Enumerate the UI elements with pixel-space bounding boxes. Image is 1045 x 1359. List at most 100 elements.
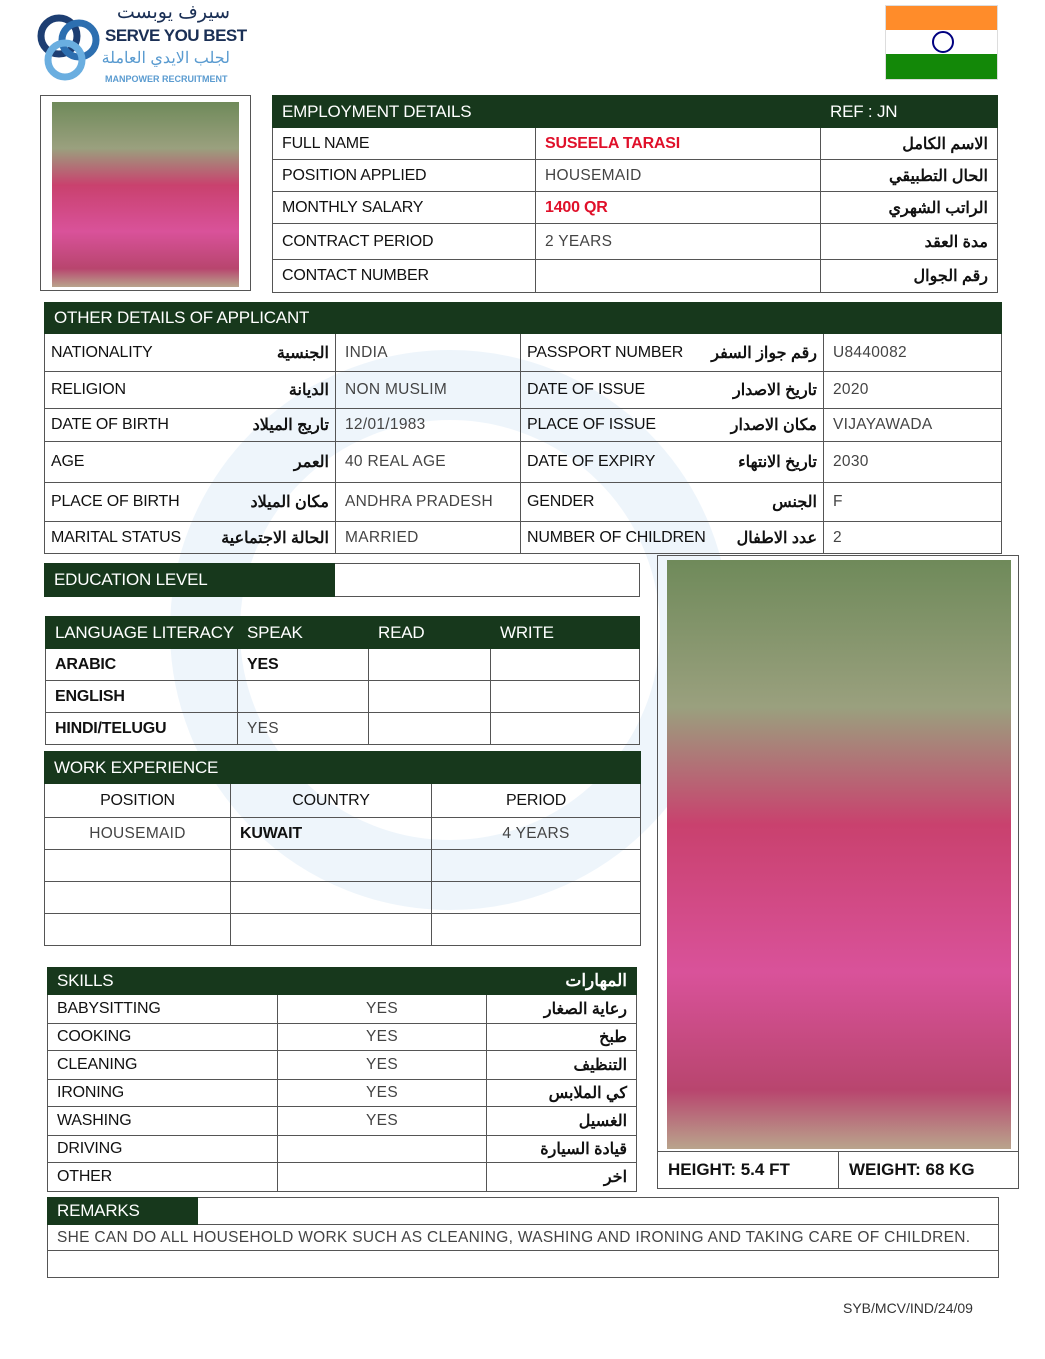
language-name: ARABIC xyxy=(45,648,238,681)
field-label-cell: PLACE OF ISSUE مكان الاصدار xyxy=(520,408,824,442)
field-value: ANDHRA PRADESH xyxy=(335,482,521,522)
language-skill-value xyxy=(490,680,640,713)
work-cell: 4 YEARS xyxy=(431,817,642,850)
field-label-arabic: الجنس xyxy=(772,494,817,511)
language-column-header: WRITE xyxy=(490,616,640,649)
header-blank xyxy=(520,302,1002,334)
field-label-arabic: مكان الاصدار xyxy=(730,417,818,434)
field-label-cell: DATE OF BIRTH تاريج الميلاد xyxy=(44,408,336,442)
logo-knot-icon xyxy=(37,14,100,81)
logo-tagline: MANPOWER RECRUITMENT xyxy=(105,74,228,84)
work-cell xyxy=(431,913,642,946)
language-skill-value xyxy=(368,680,491,713)
language-skill-value: YES xyxy=(237,712,369,745)
work-cell: HOUSEMAID xyxy=(44,817,231,850)
work-column-header: POSITION xyxy=(44,783,231,818)
field-value: HOUSEMAID xyxy=(535,159,821,192)
field-value: 12/01/1983 xyxy=(335,408,521,442)
skill-row: BABYSITTING YES رعاية الصغار xyxy=(47,994,638,1024)
skill-name: WASHING xyxy=(47,1106,278,1136)
skill-name-arabic: رعاية الصغار xyxy=(486,994,638,1024)
remarks-title: REMARKS xyxy=(47,1197,198,1225)
field-label: NUMBER OF CHILDREN xyxy=(527,528,706,546)
field-label: MONTHLY SALARY xyxy=(272,191,536,224)
field-label: GENDER xyxy=(527,493,595,510)
skill-row: COOKING YES طبخ xyxy=(47,1023,638,1051)
work-cell xyxy=(431,881,642,914)
language-name: HINDI/TELUGU xyxy=(45,712,238,745)
field-value: 1400 QR xyxy=(535,191,821,224)
field-label-arabic: عدد الاطفال xyxy=(736,529,818,547)
reference-number: REF : JN xyxy=(820,95,998,128)
employment-row: MONTHLY SALARY 1400 QR الراتب الشهري xyxy=(272,191,998,224)
skill-value xyxy=(276,1162,488,1192)
language-skill-value xyxy=(368,712,491,745)
work-cell xyxy=(44,849,231,882)
work-experience-title: WORK EXPERIENCE xyxy=(43,751,433,784)
remarks-text: SHE CAN DO ALL HOUSEHOLD WORK SUCH AS CL… xyxy=(47,1224,999,1251)
field-label: DATE OF ISSUE xyxy=(527,381,646,398)
other-details-row: AGE العمر 40 REAL AGE DATE OF EXPIRY تاريخ ا… xyxy=(44,441,1002,483)
field-label: FULL NAME xyxy=(272,127,536,160)
work-row xyxy=(44,849,642,882)
language-row: ARABIC YES xyxy=(45,648,640,681)
field-label-arabic: رقم جواز السفر xyxy=(711,344,817,362)
field-value: NON MUSLIM xyxy=(335,371,521,409)
field-label-arabic: مدة العقد xyxy=(820,223,998,260)
employment-details-title: EMPLOYMENT DETAILS xyxy=(272,95,821,128)
language-name: ENGLISH xyxy=(45,680,238,713)
language-row: HINDI/TELUGU YES xyxy=(45,712,640,745)
field-value: 40 REAL AGE xyxy=(335,441,521,483)
field-label-arabic: الحال التطبيقي xyxy=(820,159,998,192)
other-details-row: PLACE OF BIRTH مكان الميلاد ANDHRA PRADESH… xyxy=(44,482,1002,522)
employment-row: CONTRACT PERIOD 2 YEARS مدة العقد xyxy=(272,223,998,260)
field-label-cell: MARITAL STATUS الحالة الاجتماعية xyxy=(44,521,336,554)
field-label-cell: PASSPORT NUMBER رقم جواز السفر xyxy=(520,333,824,372)
skill-value xyxy=(276,1135,488,1163)
skill-name-arabic: كي الملابس xyxy=(486,1079,638,1107)
work-row: HOUSEMAID KUWAIT 4 YEARS xyxy=(44,817,642,850)
field-value: 2 xyxy=(823,521,1002,554)
field-label-arabic: الجنسية xyxy=(276,344,329,362)
work-cell: KUWAIT xyxy=(229,817,433,850)
skill-name-arabic: طبخ xyxy=(486,1023,638,1051)
skill-value: YES xyxy=(276,994,488,1024)
field-label-cell: GENDER الجنس xyxy=(520,482,824,522)
employment-details-table: EMPLOYMENT DETAILS REF : JN FULL NAME SUSEE… xyxy=(272,95,998,293)
skill-value: YES xyxy=(276,1106,488,1136)
skill-name: BABYSITTING xyxy=(47,994,278,1024)
field-label-arabic: العمر xyxy=(293,454,329,471)
field-label-arabic: مكان الميلاد xyxy=(250,494,329,511)
other-details-row: NATIONALITY الجنسية INDIA PASSPORT NUMBER رق… xyxy=(44,333,1002,372)
skill-name-arabic: اخر xyxy=(486,1162,638,1192)
field-label: DATE OF EXPIRY xyxy=(527,453,656,470)
language-skill-value xyxy=(490,712,640,745)
skill-name: CLEANING xyxy=(47,1050,278,1080)
skill-row: WASHING YES الغسيل xyxy=(47,1106,638,1136)
field-value: 2 YEARS xyxy=(535,223,821,260)
skills-title-arabic: المهارات xyxy=(486,967,638,995)
field-value: MARRIED xyxy=(335,521,521,554)
work-row xyxy=(44,913,642,946)
logo-arabic-sub: لجلب الايدي العاملة xyxy=(101,50,230,67)
remarks-table: REMARKS SHE CAN DO ALL HOUSEHOLD WORK SU… xyxy=(47,1197,999,1278)
field-value: 2030 xyxy=(823,441,1002,483)
field-value: VIJAYAWADA xyxy=(823,408,1002,442)
field-label: PASSPORT NUMBER xyxy=(527,343,684,361)
work-column-header: PERIOD xyxy=(431,783,642,818)
field-label-arabic: الحالة الاجتماعية xyxy=(221,529,329,547)
skill-name: COOKING xyxy=(47,1023,278,1051)
language-column-header: READ xyxy=(368,616,491,649)
work-cell xyxy=(431,849,642,882)
education-level-label: EDUCATION LEVEL xyxy=(44,563,335,597)
language-row: ENGLISH xyxy=(45,680,640,713)
document-reference: SYB/MCV/IND/24/09 xyxy=(843,1300,973,1316)
ashoka-chakra-icon xyxy=(932,31,954,53)
field-label-cell: RELIGION الديانة xyxy=(44,371,336,409)
logo-name: SERVE YOU BEST xyxy=(105,26,247,45)
skill-row: CLEANING YES التنظيف xyxy=(47,1050,638,1080)
other-details-row: RELIGION الديانة NON MUSLIM DATE OF ISSUE تا… xyxy=(44,371,1002,409)
header-blank xyxy=(431,751,642,784)
field-label: CONTRACT PERIOD xyxy=(272,223,536,260)
work-cell xyxy=(44,913,231,946)
